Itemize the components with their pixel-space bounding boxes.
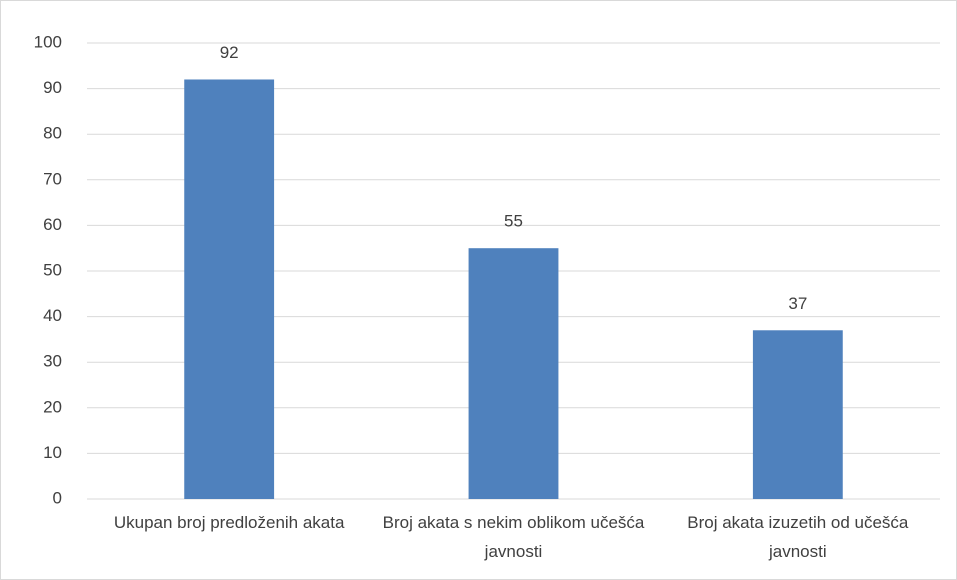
data-label: 92 <box>220 43 239 62</box>
data-label: 55 <box>504 212 523 231</box>
bar <box>184 79 275 499</box>
bar <box>752 330 843 499</box>
y-tick-label: 0 <box>53 488 62 507</box>
bar <box>468 248 559 499</box>
y-tick-label: 70 <box>43 169 62 188</box>
y-tick-label: 90 <box>43 78 62 97</box>
y-tick-label: 20 <box>43 397 62 416</box>
y-tick-label: 60 <box>43 215 62 234</box>
y-tick-label: 100 <box>34 32 62 51</box>
x-tick-label: Broj akata s nekim oblikom učešća javnos… <box>382 513 645 561</box>
y-tick-label: 80 <box>43 124 62 143</box>
x-tick-label: Ukupan broj predloženih akata <box>113 513 345 532</box>
x-tick-label: Broj akata izuzetih od učešća javnosti <box>687 513 909 561</box>
data-label: 37 <box>788 294 807 313</box>
y-tick-label: 30 <box>43 352 62 371</box>
y-tick-label: 40 <box>43 306 62 325</box>
y-tick-label: 10 <box>43 443 62 462</box>
y-tick-label: 50 <box>43 260 62 279</box>
